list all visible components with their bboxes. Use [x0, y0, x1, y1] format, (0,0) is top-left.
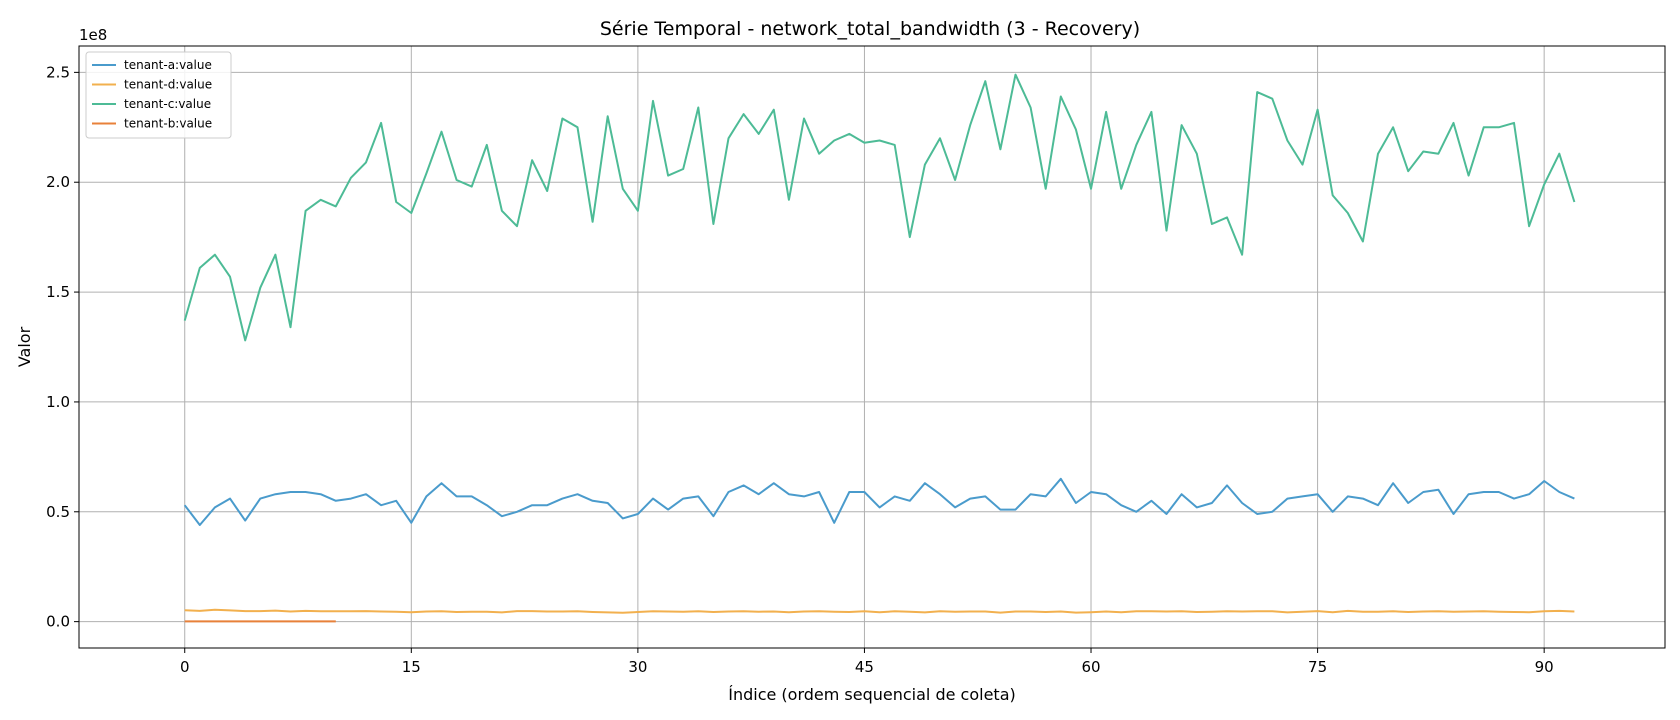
series-line-tenant-c	[183, 73, 1576, 342]
y-tick-label: 1.0	[46, 393, 70, 411]
x-tick-label: 60	[1081, 658, 1100, 676]
y-tick-label: 0.5	[46, 503, 70, 521]
legend-label: tenant-c:value	[124, 97, 211, 111]
legend: tenant-a:value tenant-d:value tenant-c:val…	[85, 51, 232, 139]
y-offset-text: 1e8	[79, 26, 107, 44]
series-line-tenant-d	[184, 608, 1575, 614]
x-tick-label: 15	[402, 658, 421, 676]
y-tick-label: 2.5	[46, 63, 70, 81]
plot-frame	[78, 45, 1666, 649]
legend-label: tenant-a:value	[124, 58, 212, 72]
x-tick-label: 75	[1308, 658, 1327, 676]
x-tick-label: 90	[1535, 658, 1554, 676]
series-line-tenant-a	[183, 477, 1575, 526]
y-axis-label: Valor	[15, 326, 34, 367]
x-tick-label: 0	[180, 658, 190, 676]
legend-label: tenant-d:value	[124, 78, 212, 92]
series-lines	[183, 73, 1576, 623]
y-tick-label: 1.5	[46, 283, 70, 301]
grid	[79, 46, 1665, 648]
ticks: 0 15 30 45 60 75 90 0.0 0.5 1.0 1.5 2.0 2.5	[46, 63, 1554, 676]
legend-label: tenant-b:value	[124, 117, 212, 131]
x-tick-label: 30	[628, 658, 647, 676]
y-tick-label: 2.0	[46, 173, 70, 191]
chart-title: Série Temporal - network_total_bandwidth…	[600, 18, 1140, 40]
legend-box	[85, 51, 232, 139]
x-tick-label: 45	[855, 658, 874, 676]
x-axis-label: Índice (ordem sequencial de coleta)	[728, 685, 1016, 704]
y-tick-label: 0.0	[46, 613, 70, 631]
